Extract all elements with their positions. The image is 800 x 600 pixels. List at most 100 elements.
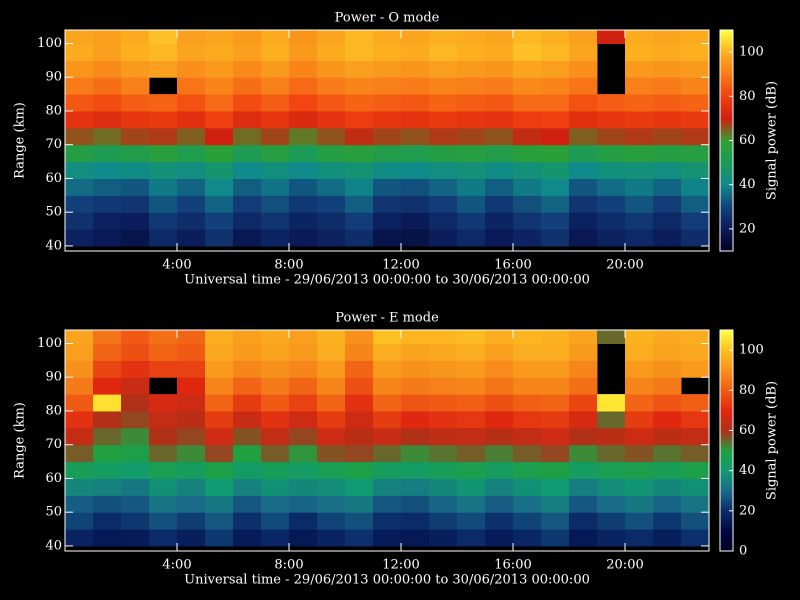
colorbar-swatch [720, 216, 733, 220]
heatmap-cell [261, 444, 290, 463]
heatmap-cell [65, 60, 94, 78]
y-tick-label: 60 [45, 171, 62, 186]
heatmap-cell [93, 444, 122, 463]
colorbar-swatch [720, 336, 733, 339]
colorbar-swatch [720, 540, 733, 544]
heatmap-cell [625, 77, 654, 95]
colorbar-swatch [720, 366, 733, 369]
heatmap-cell [177, 478, 206, 496]
heatmap-cell [93, 330, 122, 344]
colorbar-swatch [720, 480, 733, 484]
heatmap-cell [177, 330, 206, 344]
colorbar-swatch [720, 400, 733, 403]
colorbar-swatch [720, 248, 733, 252]
colorbar-swatch [720, 506, 733, 510]
colorbar-tick-label: 20 [739, 221, 756, 236]
heatmap-cell [541, 495, 570, 513]
colorbar-swatch [720, 346, 733, 349]
heatmap-cell [569, 330, 598, 344]
heatmap-cell [93, 77, 122, 95]
heatmap-cell [513, 529, 542, 547]
heatmap-cell [597, 444, 626, 463]
heatmap-cell [457, 60, 486, 78]
heatmap-cell [289, 427, 318, 446]
colorbar-swatch [720, 548, 733, 552]
heatmap-cell [121, 43, 150, 61]
colorbar-swatch [720, 532, 733, 536]
heatmap-cell [261, 144, 290, 163]
colorbar-swatch [720, 460, 733, 464]
heatmap-cell [429, 161, 458, 179]
heatmap-cell [653, 461, 682, 479]
heatmap-cell [373, 212, 402, 230]
colorbar-swatch [720, 118, 733, 121]
colorbar-swatch [720, 60, 733, 63]
heatmap-cell [681, 60, 709, 78]
heatmap-cell [177, 195, 206, 213]
heatmap-cell [233, 360, 262, 378]
heatmap-cell [65, 77, 94, 95]
heatmap-cell [261, 77, 290, 95]
heatmap-cell [93, 229, 122, 247]
colorbar-swatch [720, 48, 733, 51]
heatmap-cell [569, 410, 598, 429]
heatmap-cell [177, 77, 206, 95]
heatmap-cell [569, 161, 598, 179]
colorbar-swatch [720, 380, 733, 383]
heatmap-cell [681, 77, 709, 95]
heatmap-cell [317, 110, 346, 129]
heatmap-cell [317, 212, 346, 230]
heatmap-cell [653, 478, 682, 496]
heatmap-cell [429, 343, 458, 361]
heatmap-cell [233, 410, 262, 429]
heatmap-cell [625, 495, 654, 513]
colorbar-swatch [720, 122, 733, 125]
colorbar-swatch [720, 182, 733, 186]
colorbar-swatch [720, 200, 733, 204]
heatmap-cell [597, 229, 626, 247]
heatmap-cell [513, 427, 542, 446]
colorbar-swatch [720, 494, 733, 498]
colorbar-swatch [720, 424, 733, 427]
colorbar-swatch [720, 546, 733, 550]
heatmap-cell [261, 330, 290, 344]
heatmap-cell [569, 343, 598, 361]
heatmap-cell [513, 60, 542, 78]
heatmap-cell [625, 60, 654, 78]
heatmap-cell [317, 360, 346, 378]
colorbar-swatch [720, 238, 733, 242]
heatmap-cell [653, 60, 682, 78]
colorbar-swatch [720, 136, 733, 139]
heatmap-cell [625, 330, 654, 344]
colorbar-tick-label: 40 [739, 177, 756, 192]
heatmap-cell [681, 144, 709, 163]
colorbar-swatch [720, 462, 733, 466]
heatmap-cell [177, 94, 206, 112]
colorbar-swatch [720, 456, 733, 460]
colorbar-swatch [720, 452, 733, 456]
colorbar-swatch [720, 100, 733, 103]
colorbar-swatch [720, 528, 733, 532]
heatmap-cell [625, 343, 654, 361]
colorbar-swatch [720, 128, 733, 131]
heatmap-cell [345, 461, 374, 479]
colorbar-swatch [720, 180, 733, 184]
heatmap-cell [93, 212, 122, 230]
heatmap-cell [429, 478, 458, 496]
heatmap-cell [65, 410, 94, 429]
colorbar-swatch [720, 404, 733, 407]
heatmap-cell [653, 410, 682, 429]
colorbar-swatch [720, 134, 733, 137]
heatmap-cell [401, 77, 430, 95]
heatmap-cell [233, 77, 262, 95]
heatmap-cell [625, 410, 654, 429]
heatmap-cell [121, 377, 150, 395]
colorbar-swatch [720, 224, 733, 228]
colorbar-swatch [720, 206, 733, 210]
heatmap-cell [569, 512, 598, 530]
heatmap-cell [485, 161, 514, 179]
heatmap-cell [261, 161, 290, 179]
x-axis-label: Universal time - 29/06/2013 00:00:00 to … [184, 273, 590, 288]
colorbar-label: Signal power (dB) [765, 381, 780, 500]
